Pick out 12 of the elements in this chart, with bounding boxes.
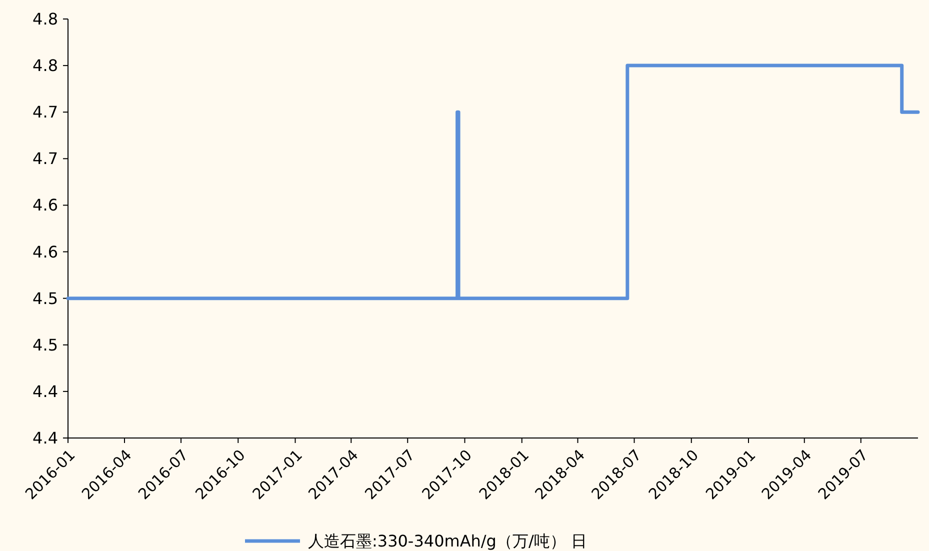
y-tick-label: 4.8 (32, 10, 58, 28)
legend-label: 人造石墨:330-340mAh/g（万/吨） 日 (308, 532, 587, 550)
legend: 人造石墨:330-340mAh/g（万/吨） 日 (245, 532, 587, 550)
y-tick-label: 4.5 (32, 288, 58, 308)
y-tick-label: 4.7 (32, 149, 58, 168)
y-tick-label: 4.5 (32, 335, 58, 354)
y-tick-label: 4.4 (32, 428, 58, 448)
y-tick-label: 4.6 (32, 242, 58, 262)
y-tick-label: 4.6 (32, 196, 58, 215)
y-tick-label: 4.8 (32, 56, 58, 76)
y-tick-label: 4.7 (32, 102, 58, 122)
y-tick-label: 4.4 (32, 382, 58, 401)
